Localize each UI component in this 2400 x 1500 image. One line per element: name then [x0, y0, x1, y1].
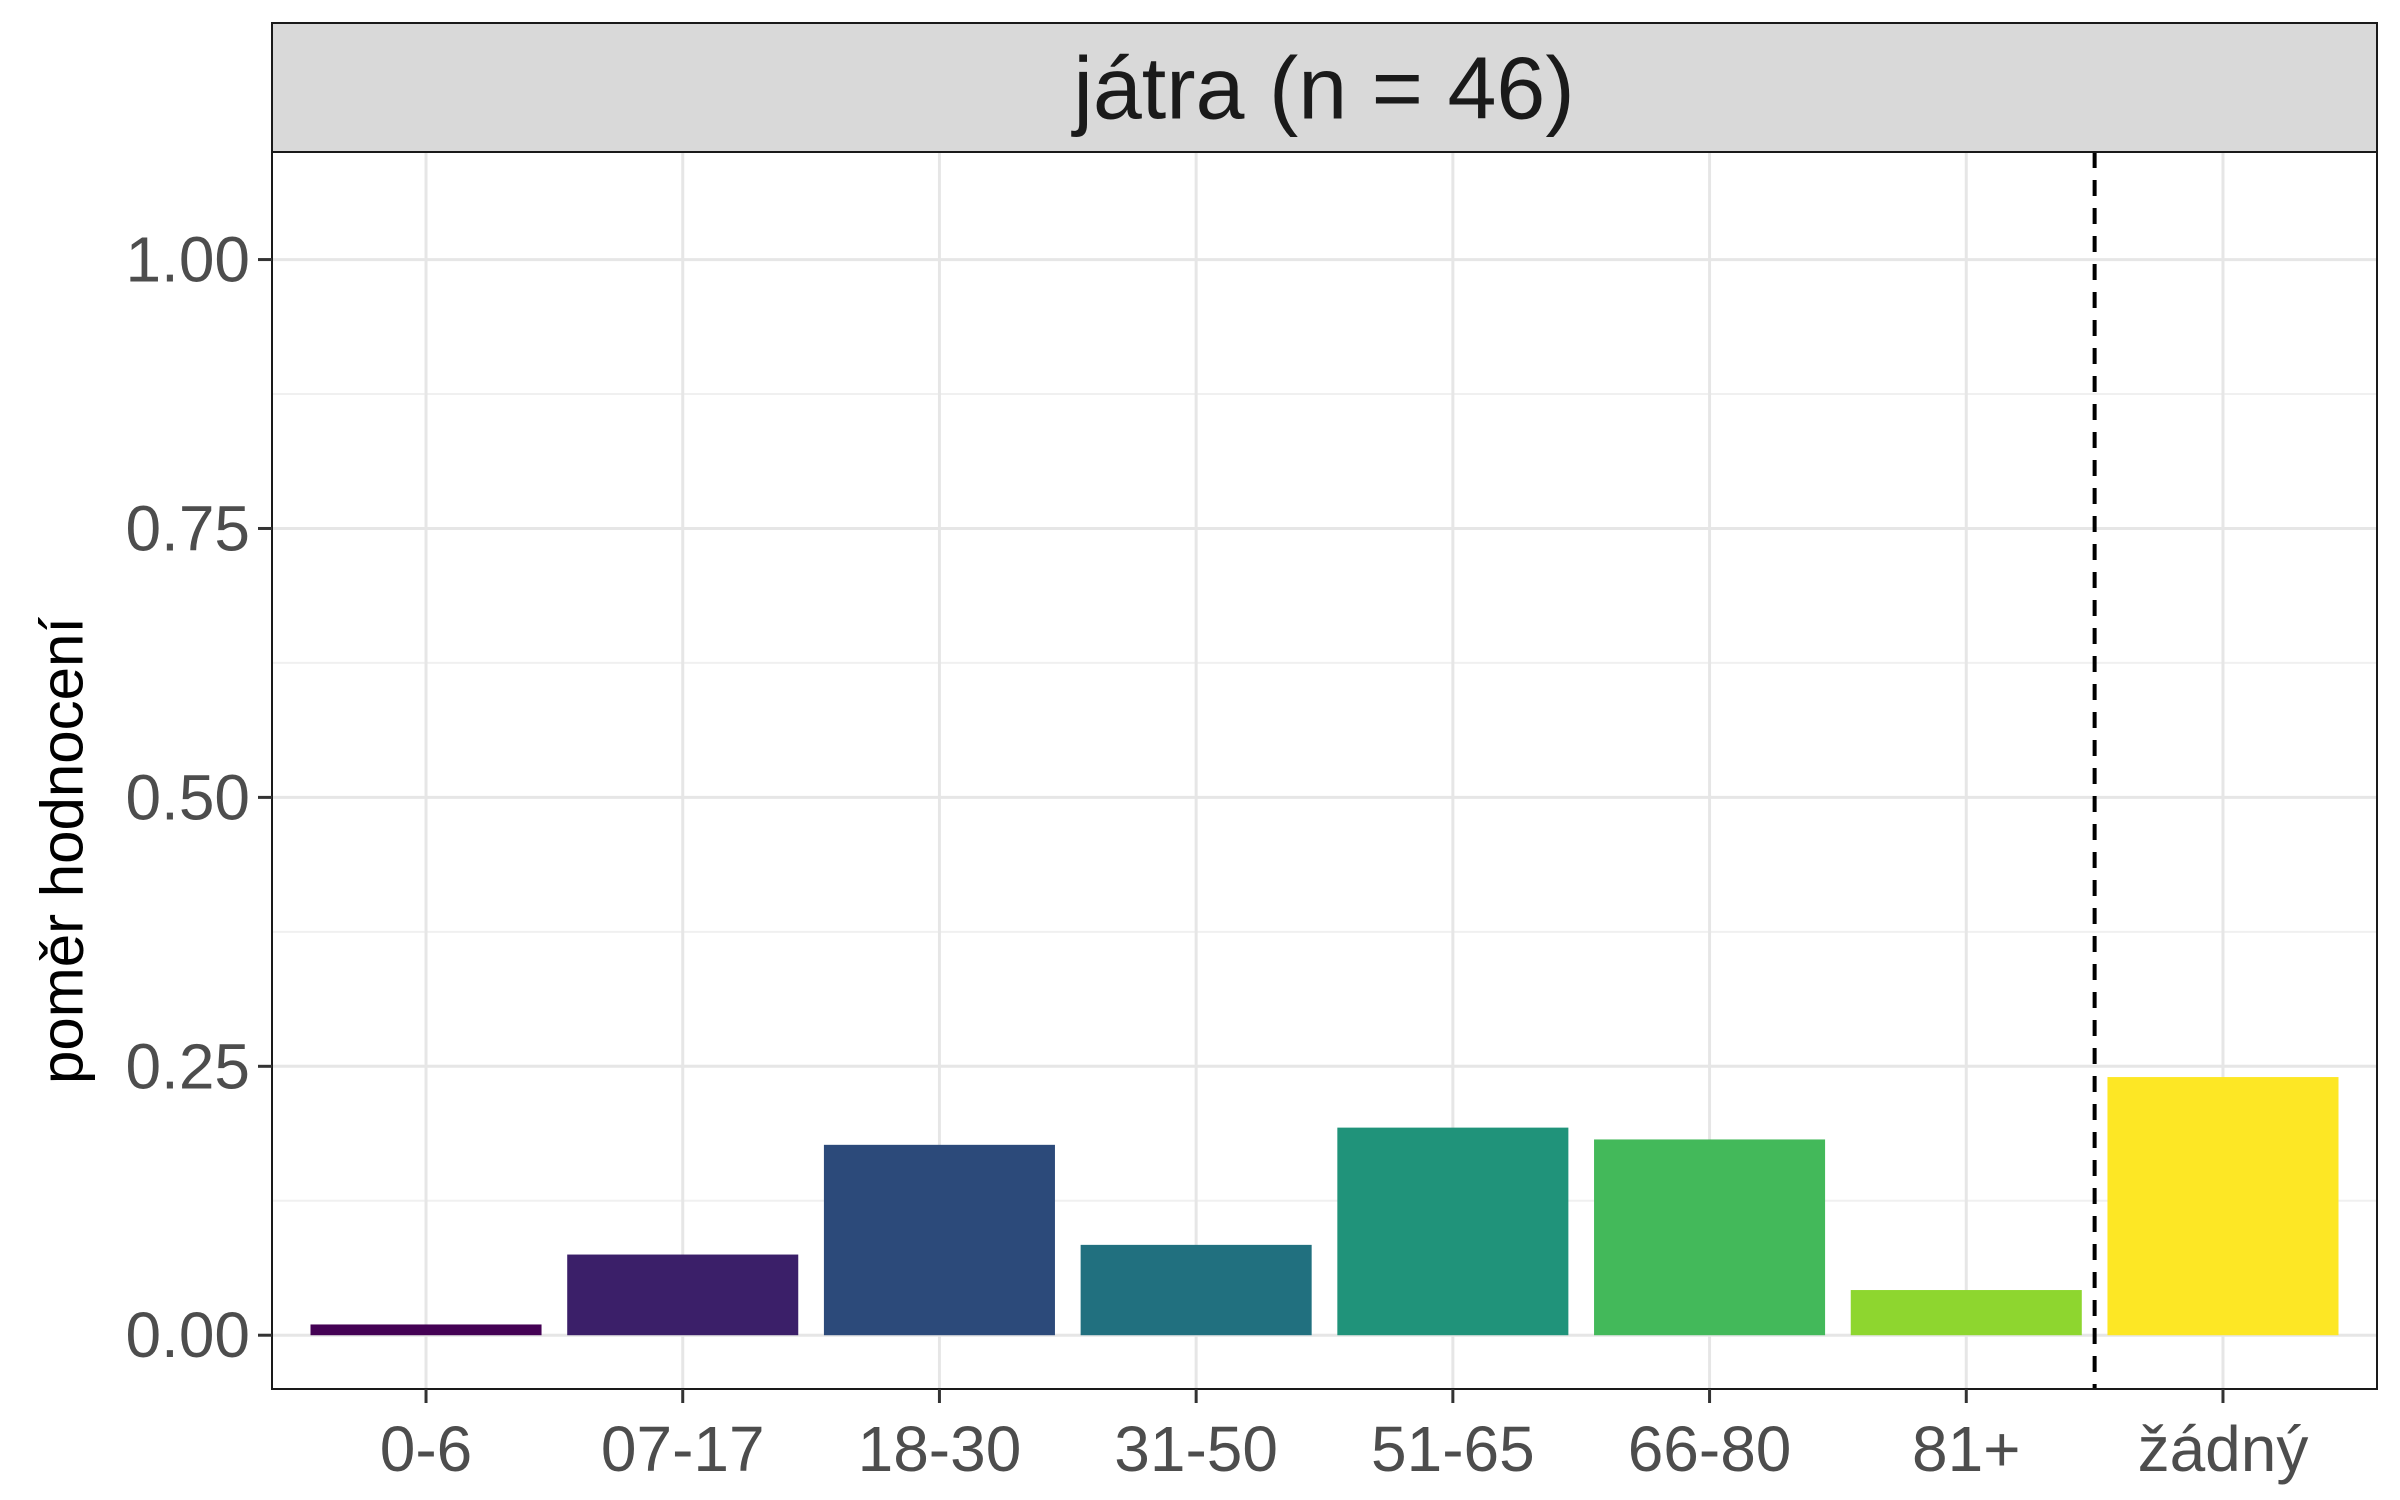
y-tick-label: 0.25 — [125, 1030, 250, 1102]
bars — [310, 1077, 2339, 1336]
bar-81+ — [1850, 1290, 2082, 1336]
grid-major — [272, 152, 2377, 1389]
y-axis: 0.00 0.25 0.50 0.75 1.00 — [125, 224, 272, 1371]
x-tick-label: 0-6 — [380, 1413, 473, 1485]
grid-minor — [272, 393, 2377, 1202]
y-tick-label: 0.00 — [125, 1299, 250, 1371]
y-tick-label: 0.75 — [125, 492, 250, 564]
bar-31-50 — [1080, 1244, 1312, 1336]
y-tick-label: 1.00 — [125, 224, 250, 296]
x-tick-label: 07-17 — [601, 1413, 765, 1485]
x-tick-label: 51-65 — [1371, 1413, 1535, 1485]
bar-žádný — [2107, 1077, 2339, 1336]
y-axis-title: poměr hodnocení — [29, 617, 96, 1084]
panel-border — [271, 151, 2378, 1390]
bar-51-65 — [1337, 1127, 1569, 1336]
y-tick-label: 0.50 — [125, 761, 250, 833]
x-axis: 0-6 07-17 18-30 31-50 51-65 66-80 81+ žádný — [380, 1389, 2309, 1485]
x-tick-label: 18-30 — [858, 1413, 1022, 1485]
bar-66-80 — [1594, 1139, 1826, 1336]
x-tick-label: žádný — [2138, 1413, 2309, 1485]
bar-0-6 — [310, 1324, 542, 1336]
bar-07-17 — [567, 1254, 799, 1336]
x-tick-label: 66-80 — [1628, 1413, 1792, 1485]
bar-18-30 — [823, 1144, 1055, 1336]
facet-title: játra (n = 46) — [1070, 39, 1574, 138]
x-tick-label: 31-50 — [1114, 1413, 1278, 1485]
facet-strip — [271, 22, 2378, 153]
plot-panel — [272, 152, 2377, 1389]
x-tick-label: 81+ — [1912, 1413, 2021, 1485]
